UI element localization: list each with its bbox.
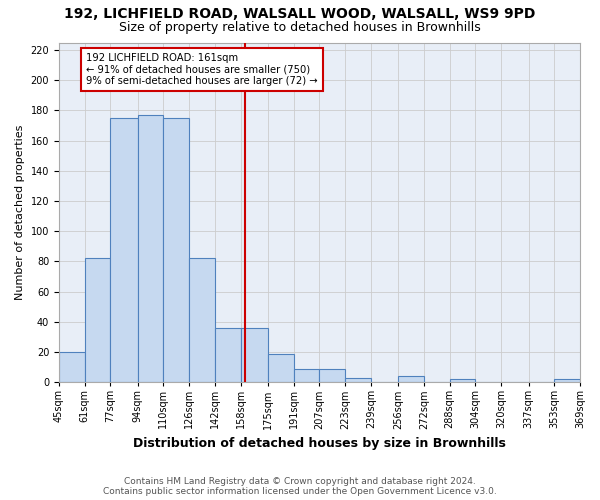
Bar bbox=[294, 368, 319, 382]
Bar bbox=[319, 368, 345, 382]
Text: Contains HM Land Registry data © Crown copyright and database right 2024.
Contai: Contains HM Land Registry data © Crown c… bbox=[103, 476, 497, 496]
Text: 192 LICHFIELD ROAD: 161sqm
← 91% of detached houses are smaller (750)
9% of semi: 192 LICHFIELD ROAD: 161sqm ← 91% of deta… bbox=[86, 53, 318, 86]
Bar bbox=[268, 354, 294, 382]
Text: Size of property relative to detached houses in Brownhills: Size of property relative to detached ho… bbox=[119, 21, 481, 34]
Bar bbox=[138, 115, 163, 382]
Bar bbox=[85, 258, 110, 382]
Bar bbox=[163, 118, 189, 382]
Bar bbox=[554, 379, 580, 382]
Bar bbox=[189, 258, 215, 382]
Bar bbox=[215, 328, 241, 382]
Bar bbox=[345, 378, 371, 382]
Text: 192, LICHFIELD ROAD, WALSALL WOOD, WALSALL, WS9 9PD: 192, LICHFIELD ROAD, WALSALL WOOD, WALSA… bbox=[64, 8, 536, 22]
Bar bbox=[450, 379, 475, 382]
Bar bbox=[110, 118, 138, 382]
Bar bbox=[59, 352, 85, 382]
Bar bbox=[398, 376, 424, 382]
Y-axis label: Number of detached properties: Number of detached properties bbox=[15, 124, 25, 300]
X-axis label: Distribution of detached houses by size in Brownhills: Distribution of detached houses by size … bbox=[133, 437, 506, 450]
Bar bbox=[241, 328, 268, 382]
